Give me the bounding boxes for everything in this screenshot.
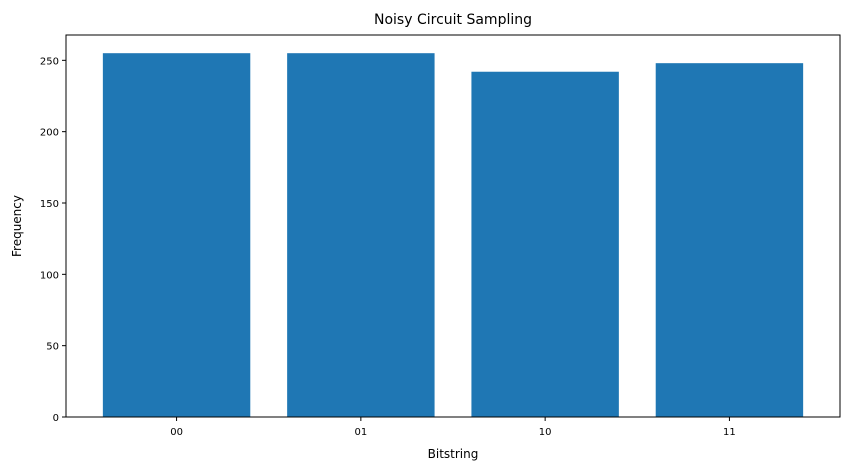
bar-10 <box>471 71 619 418</box>
axes-frame <box>65 34 841 418</box>
x-tick-label: 01 <box>354 427 367 438</box>
y-tick-label: 200 <box>40 128 59 139</box>
x-tick-label: 10 <box>539 427 552 438</box>
y-tick-label: 50 <box>46 342 59 353</box>
x-axis-label: Bitstring <box>428 447 479 461</box>
bar-00 <box>102 53 251 417</box>
y-tick-label: 0 <box>53 413 59 424</box>
y-axis-label: Frequency <box>10 195 24 257</box>
y-tick-label: 150 <box>40 199 59 210</box>
bar-01 <box>287 53 435 417</box>
chart-title: Noisy Circuit Sampling <box>374 12 532 28</box>
bar-11 <box>655 63 804 418</box>
x-tick-label: 00 <box>170 427 183 438</box>
y-tick-label: 250 <box>40 56 59 67</box>
y-tick-label: 100 <box>40 270 59 281</box>
x-tick-label: 11 <box>723 427 736 438</box>
